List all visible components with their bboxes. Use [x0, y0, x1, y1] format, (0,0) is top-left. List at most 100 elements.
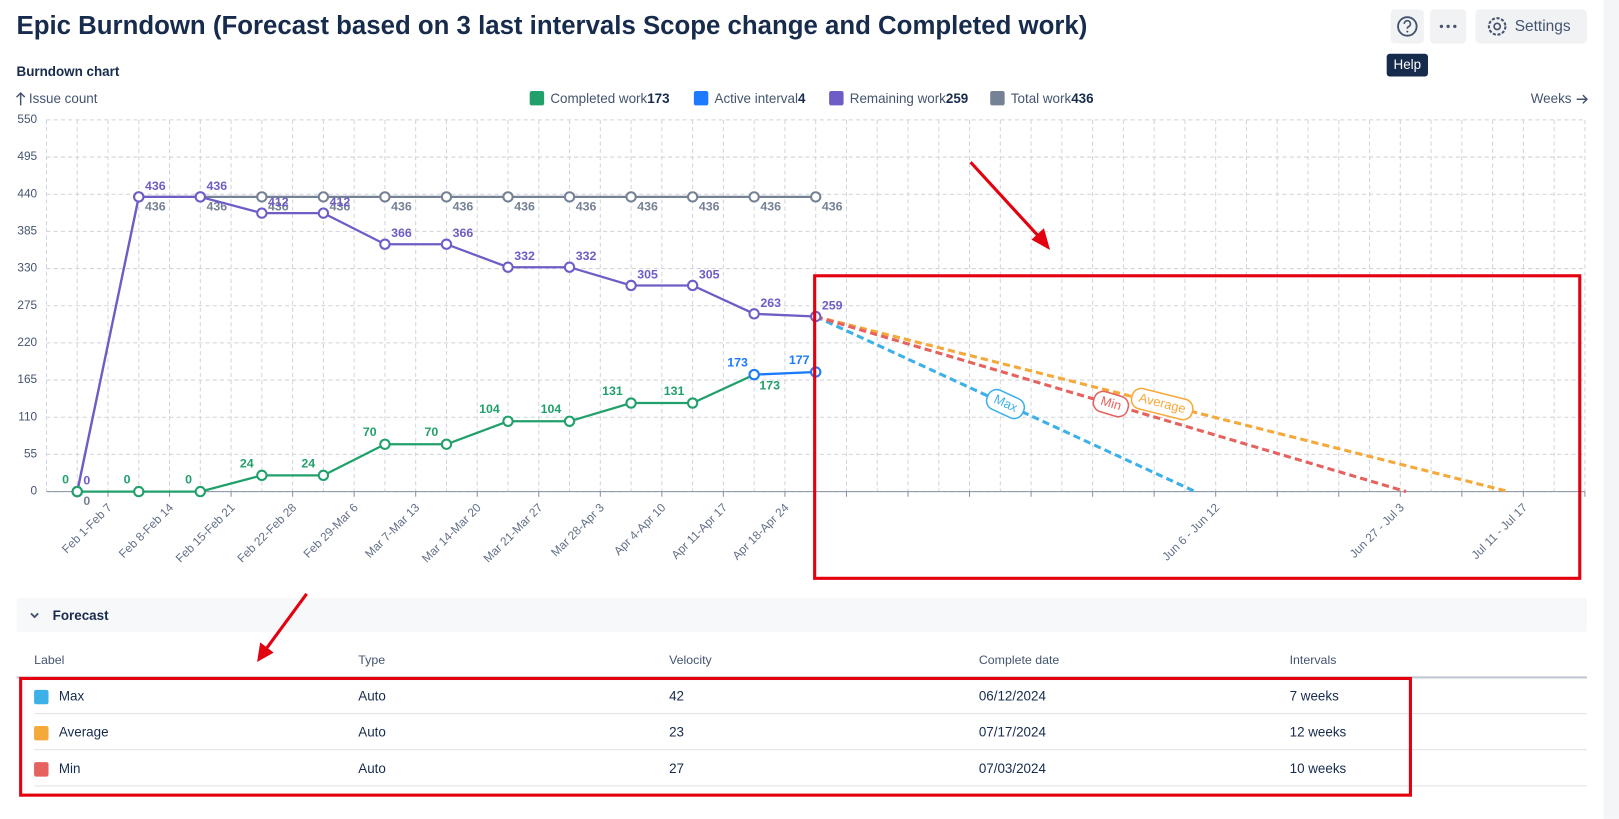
scrollbar[interactable] — [1603, 0, 1619, 819]
legend-name: Remaining work — [850, 91, 946, 106]
table-cell: 7 weeks — [1290, 689, 1339, 704]
settings-button[interactable]: Settings — [1475, 9, 1587, 44]
plot-area: 0 55 110 165 220 275 330 385 440 495 550 Feb 1-Feb … — [17, 112, 1586, 565]
data-label: 436 — [145, 179, 166, 193]
data-point — [502, 191, 514, 203]
forecast-label-pill — [985, 388, 1026, 420]
forecast-section-header[interactable]: Forecast — [16, 597, 1587, 633]
data-label: 0 — [185, 472, 192, 486]
data-point — [810, 191, 822, 203]
legend-swatch — [990, 90, 1005, 106]
data-label: 24 — [240, 456, 254, 470]
data-label: 436 — [637, 200, 658, 214]
legend-entry: Remaining work259 — [850, 91, 969, 106]
x-tick-label: Mar 7-Mar 13 — [362, 500, 423, 561]
data-label: 131 — [602, 384, 623, 398]
x-tick-label: Jul 11 - Jul 17 — [1469, 500, 1530, 561]
y-tick-label: 0 — [31, 484, 38, 498]
table-cell: Max — [59, 689, 85, 704]
help-button[interactable] — [1390, 9, 1424, 44]
settings-label[interactable]: Settings — [1515, 18, 1571, 35]
legend: Completed work173 Active interval4 Remaini… — [529, 90, 1094, 106]
data-label: 436 — [514, 200, 535, 214]
y-tick-label: 385 — [17, 224, 37, 238]
y-tick-label: 55 — [24, 447, 38, 461]
data-point — [256, 191, 268, 203]
x-tick-label: Feb 8-Feb 14 — [116, 500, 177, 561]
data-point — [748, 308, 760, 320]
x-tick-label: Apr 4-Apr 10 — [611, 500, 669, 558]
data-point — [563, 261, 576, 273]
x-tick-label: Mar 21-Mar 27 — [480, 500, 545, 565]
table-cell: 27 — [669, 761, 684, 776]
data-point — [440, 238, 453, 250]
data-label: 70 — [363, 425, 377, 439]
y-tick-label: 550 — [17, 112, 37, 126]
data-label: 332 — [514, 249, 535, 263]
x-axis-arrow — [1576, 94, 1589, 104]
table-cell: Min — [59, 761, 81, 776]
legend-swatch — [829, 90, 844, 106]
legend-swatch — [693, 90, 709, 106]
legend-entry: Completed work173 — [550, 91, 669, 106]
data-label: 305 — [699, 267, 720, 281]
data-label: 436 — [576, 200, 597, 214]
legend-total: 436 — [1071, 91, 1093, 106]
column-header: Velocity — [669, 653, 712, 667]
data-point — [317, 207, 330, 219]
data-point — [625, 191, 637, 203]
y-tick-label: 330 — [17, 261, 37, 275]
data-point — [625, 279, 637, 292]
data-label: 70 — [424, 425, 438, 439]
x-tick-label: Feb 15-Feb 21 — [173, 500, 238, 565]
y-tick-label: 220 — [17, 335, 37, 349]
x-tick-label: Feb 29-Mar 6 — [301, 500, 362, 561]
data-label: 104 — [479, 402, 500, 416]
data-point — [256, 469, 268, 482]
data-label: 436 — [699, 200, 720, 214]
legend-swatch — [529, 90, 545, 106]
legend-total: 259 — [946, 91, 968, 106]
annotations — [19, 161, 1582, 797]
data-point — [317, 469, 330, 482]
forecast-label-pill — [1092, 390, 1130, 418]
data-label: 436 — [268, 200, 289, 214]
more-button[interactable] — [1430, 9, 1467, 44]
x-tick-label: Apr 18-Apr 24 — [729, 500, 791, 562]
data-point — [440, 191, 453, 203]
x-tick-label: Mar 14-Mar 20 — [419, 500, 484, 565]
forecast-label-text: Min — [1099, 393, 1123, 413]
data-point — [502, 415, 514, 427]
page-title: Epic Burndown (Forecast based on 3 last … — [17, 12, 1088, 40]
column-header: Intervals — [1290, 653, 1337, 667]
y-tick-label: 495 — [17, 149, 37, 163]
data-label: 173 — [727, 356, 748, 370]
data-point — [563, 415, 576, 427]
table-cell: 12 weeks — [1290, 725, 1347, 740]
x-tick-label: Apr 11-Apr 17 — [669, 500, 730, 561]
data-label: 0 — [62, 472, 69, 486]
data-label: 104 — [541, 402, 562, 416]
x-tick-label: Mar 28-Apr 3 — [548, 500, 607, 559]
table-cell: 06/12/2024 — [979, 689, 1047, 704]
legend-entry: Total work436 — [1011, 91, 1094, 106]
table-cell: Auto — [358, 761, 386, 776]
data-point — [194, 485, 206, 498]
x-tick-label: Jun 27 - Jul 3 — [1347, 500, 1408, 561]
legend-total: 4 — [798, 91, 806, 106]
data-label: 366 — [391, 226, 412, 240]
x-axis-label: Weeks — [1531, 91, 1572, 106]
data-point — [379, 238, 391, 250]
data-label: 332 — [576, 249, 597, 263]
data-point — [256, 207, 268, 219]
data-label: 24 — [301, 456, 315, 470]
table-cell: Auto — [358, 689, 386, 704]
data-label: 436 — [207, 179, 228, 193]
data-point — [748, 191, 760, 203]
legend-name: Total work — [1011, 91, 1072, 106]
x-tick-label: Feb 1-Feb 7 — [59, 500, 115, 556]
forecast-title[interactable]: Forecast — [53, 608, 109, 623]
table-cell: Average — [59, 725, 109, 740]
data-point — [686, 397, 699, 409]
